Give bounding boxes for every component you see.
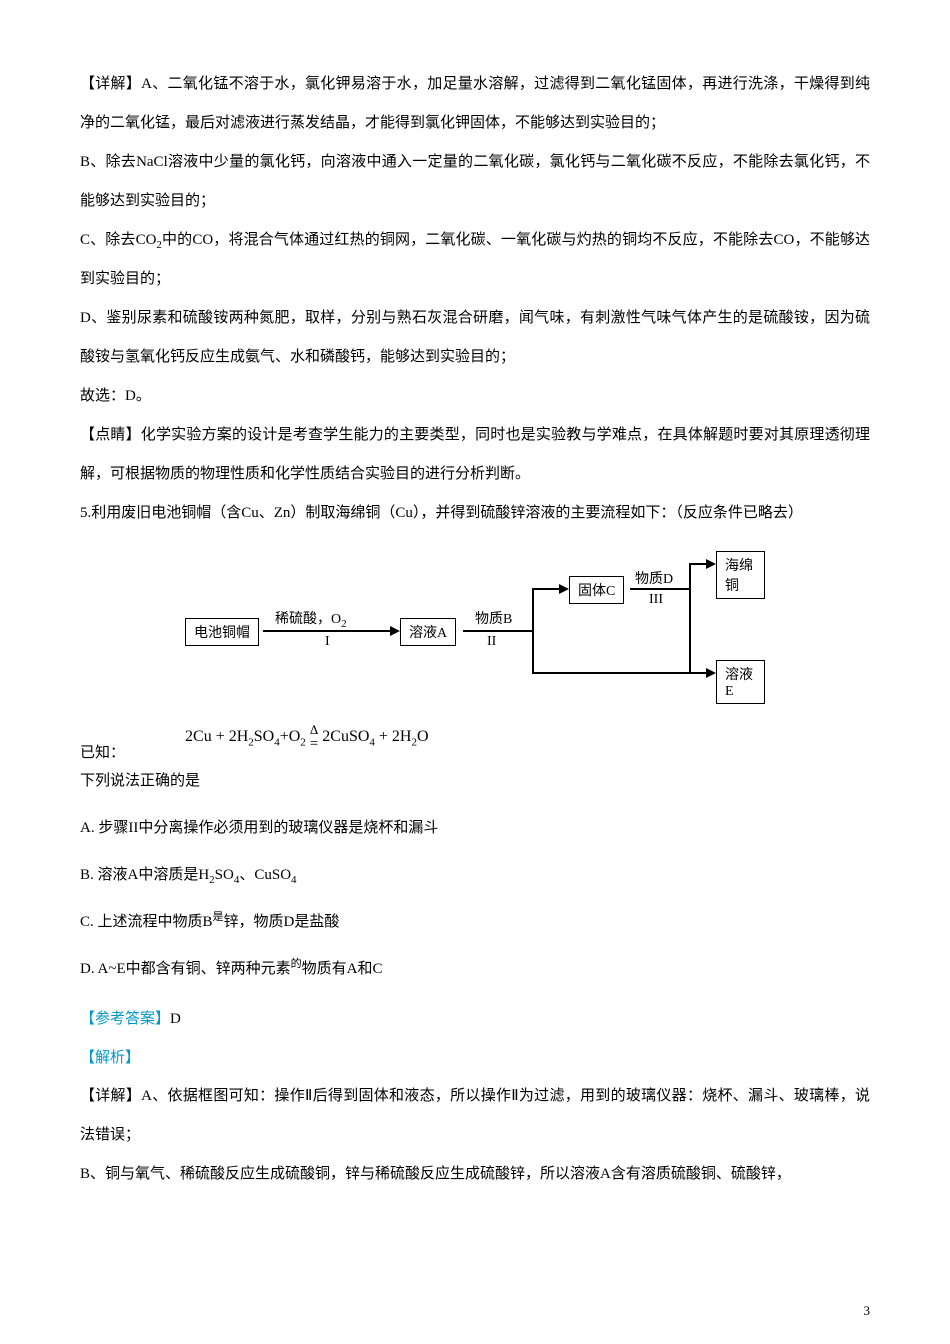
page-number: 3 xyxy=(864,1303,871,1319)
conclusion: 故选：D。 xyxy=(80,377,870,416)
analysis-detail-b: B、铜与氧气、稀硫酸反应生成硫酸铜，锌与稀硫酸反应生成硫酸锌，所以溶液A含有溶质… xyxy=(80,1155,870,1194)
question-5-stem: 5.利用废旧电池铜帽（含Cu、Zn）制取海绵铜（Cu），并得到硫酸锌溶液的主要流… xyxy=(80,494,870,533)
arrow-1-head xyxy=(390,626,400,636)
option-a: A. 步骤II中分离操作必须用到的玻璃仪器是烧杯和漏斗 xyxy=(80,809,870,848)
known-label: 已知： xyxy=(80,741,125,762)
option-d-de: 的 xyxy=(291,958,302,970)
detail-c: C、除去CO2中的CO，将混合气体通过红热的铜网，二氧化碳、一氧化碳与灼热的铜均… xyxy=(80,221,870,299)
eq-part-5: + 2H xyxy=(375,728,412,745)
option-b-p2: SO xyxy=(215,867,234,883)
option-c-is: 是 xyxy=(213,911,224,923)
arrow-c-label-bottom: III xyxy=(649,592,663,608)
delta-symbol: Δ xyxy=(310,723,318,736)
eq-part-3: +O xyxy=(280,728,301,745)
question-prompt: 下列说法正确的是 xyxy=(80,762,870,801)
delta-equals: Δ = xyxy=(310,723,318,752)
arrow-1-label-top: 稀硫酸，O2 xyxy=(275,608,347,630)
arrow-sponge-head xyxy=(706,559,716,569)
arrow-up-head xyxy=(559,584,569,594)
arrow-1-line xyxy=(263,630,393,632)
option-d: D. A~E中都含有铜、锌两种元素的物质有A和C xyxy=(80,950,870,989)
arrow-e-head xyxy=(706,668,716,678)
analysis-detail-a: 【详解】A、依据框图可知：操作Ⅱ后得到固体和液态，所以操作Ⅱ为过滤，用到的玻璃仪… xyxy=(80,1077,870,1155)
equation-row: 已知： 2Cu + 2H2SO4+O2 Δ = 2CuSO4 + 2H2O xyxy=(80,713,870,762)
option-b-p3: 、CuSO xyxy=(239,867,291,883)
split-vertical xyxy=(532,588,534,673)
dianjing: 【点睛】化学实验方案的设计是考查学生能力的主要类型，同时也是实验教与学难点，在具… xyxy=(80,416,870,494)
arrow-2-label-bottom: II xyxy=(487,634,496,650)
arrow-2-line xyxy=(463,630,533,632)
o2-sub: 2 xyxy=(341,618,347,630)
box-solution-a: 溶液A xyxy=(400,618,456,646)
option-c: C. 上述流程中物质B是锌，物质D是盐酸 xyxy=(80,903,870,942)
option-c-p1: C. 上述流程中物质B xyxy=(80,914,213,930)
option-c-p2: 锌，物质D是盐酸 xyxy=(224,914,340,930)
flowchart-container: 电池铜帽 稀硫酸，O2 I 溶液A 物质B II 固体C 物质D III 海绵铜 xyxy=(80,558,870,698)
arrow-c-label-top: 物质D xyxy=(635,568,673,588)
label-dilute-acid: 稀硫酸，O xyxy=(275,612,341,627)
arrow-c-line xyxy=(630,588,690,590)
answer-value: D xyxy=(170,1011,181,1027)
arrow-down-line xyxy=(532,672,707,674)
arrow-2-label-top: 物质B xyxy=(475,608,512,628)
option-d-p2: 物质有A和C xyxy=(302,961,383,977)
option-d-p1: D. A~E中都含有铜、锌两种元素 xyxy=(80,961,291,977)
analysis-label: 【解析】 xyxy=(80,1046,870,1067)
arrow-1-label-bottom: I xyxy=(325,634,330,650)
flowchart: 电池铜帽 稀硫酸，O2 I 溶液A 物质B II 固体C 物质D III 海绵铜 xyxy=(185,558,765,698)
arrow-up-line xyxy=(532,588,562,590)
detail-a: 【详解】A、二氧化锰不溶于水，氯化钾易溶于水，加足量水溶解，过滤得到二氧化锰固体… xyxy=(80,65,870,143)
eq-sub-3: 2 xyxy=(300,736,306,748)
option-b: B. 溶液A中溶质是H2SO4、CuSO4 xyxy=(80,856,870,895)
option-b-p1: B. 溶液A中溶质是H xyxy=(80,867,209,883)
equals-symbol: = xyxy=(310,736,318,752)
eq-part-1: 2Cu + 2H xyxy=(185,728,248,745)
detail-c-suffix: 中的CO，将混合气体通过红热的铜网，二氧化碳、一氧化碳与灼热的铜均不反应，不能除… xyxy=(80,232,870,287)
box-sponge-copper: 海绵铜 xyxy=(716,551,765,599)
eq-part-2: SO xyxy=(254,728,274,745)
box-battery-copper-cap: 电池铜帽 xyxy=(185,618,259,646)
answer-label: 【参考答案】 xyxy=(80,1011,170,1027)
box-solution-e: 溶液E xyxy=(716,660,765,704)
detail-b: B、除去NaCl溶液中少量的氯化钙，向溶液中通入一定量的二氧化碳，氯化钙与二氧化… xyxy=(80,143,870,221)
option-b-s3: 4 xyxy=(291,874,297,886)
detail-c-prefix: C、除去CO xyxy=(80,232,156,248)
answer-key: 【参考答案】D xyxy=(80,1007,870,1028)
box-solid-c: 固体C xyxy=(569,576,624,604)
eq-part-4: 2CuSO xyxy=(322,728,369,745)
chemical-equation: 2Cu + 2H2SO4+O2 Δ = 2CuSO4 + 2H2O xyxy=(185,723,429,752)
detail-d: D、鉴别尿素和硫酸铵两种氮肥，取样，分别与熟石灰混合研磨，闻气味，有刺激性气味气… xyxy=(80,299,870,377)
split-vertical-2 xyxy=(689,563,691,673)
eq-part-6: O xyxy=(417,728,429,745)
